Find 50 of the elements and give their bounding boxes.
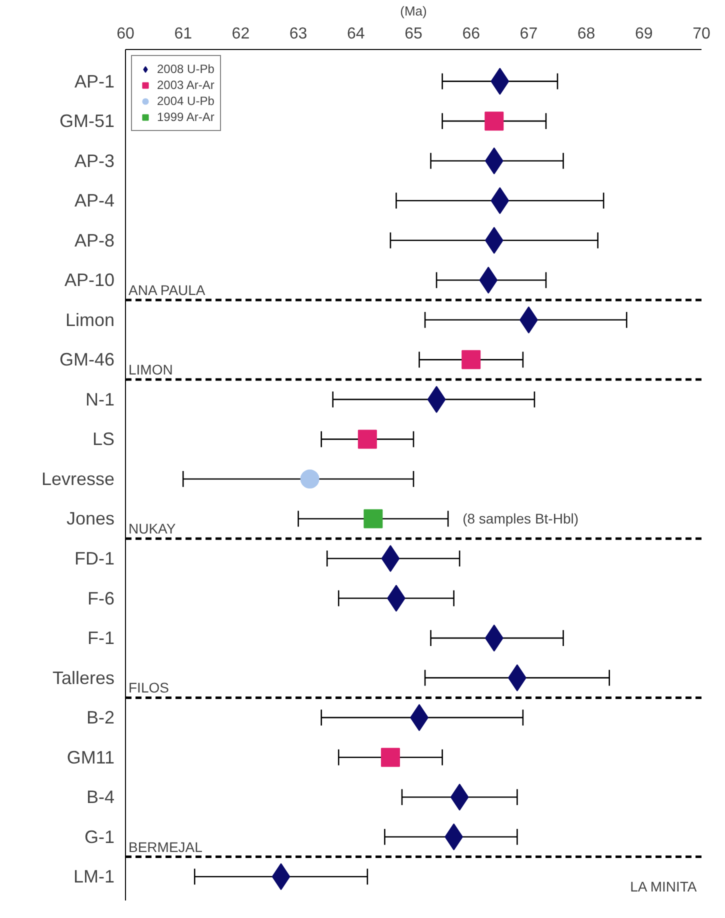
y-tick-label: Talleres: [52, 668, 115, 688]
y-tick-label: F-1: [88, 628, 114, 648]
y-tick-label: Limon: [65, 310, 115, 330]
y-tick-label: FD-1: [74, 548, 114, 569]
y-tick-label: Levresse: [41, 468, 115, 489]
x-tick-label: 68: [577, 26, 596, 42]
x-tick-label: 64: [347, 26, 365, 42]
x-tick-label: 60: [116, 26, 134, 42]
y-tick-label: AP-8: [74, 230, 115, 250]
x-tick-label: 69: [635, 26, 653, 42]
point: [484, 112, 504, 131]
legend-label: 1999 Ar-Ar: [157, 110, 214, 124]
y-tick-label: GM-46: [59, 350, 115, 370]
point: [380, 748, 400, 767]
point: [364, 509, 383, 528]
annotation: (8 samples Bt-Hbl): [462, 510, 578, 527]
x-tick-label: 63: [289, 26, 308, 42]
y-tick-label: AP-3: [74, 150, 115, 171]
y-tick-label: GM-51: [59, 111, 115, 132]
annotation: LIMON: [128, 362, 173, 378]
annotation: LA MINITA: [630, 878, 698, 895]
y-tick-label: G-1: [84, 826, 115, 847]
y-tick-label: B-4: [86, 787, 115, 808]
y-tick-label: F-6: [88, 588, 114, 608]
annotation: NUKAY: [128, 520, 176, 537]
x-tick-label: 67: [520, 26, 538, 42]
annotation: ANA PAULA: [128, 282, 206, 298]
annotation: BERMEJAL: [128, 838, 203, 855]
y-tick-label: LM-1: [73, 866, 115, 887]
legend-label: 2004 U-Pb: [157, 94, 214, 108]
legend-label: 2008 U-Pb: [157, 62, 214, 76]
point: [300, 469, 320, 488]
x-tick-label: 70: [692, 26, 710, 42]
y-tick-label: AP-10: [64, 270, 115, 290]
point: [462, 350, 481, 370]
y-tick-label: GM11: [66, 747, 115, 768]
x-axis-title: (Ma): [400, 4, 427, 18]
x-tick-label: 62: [232, 26, 250, 42]
point: [358, 430, 377, 449]
y-tick-label: AP-4: [74, 190, 115, 211]
annotation: FILOS: [128, 680, 169, 696]
legend-label: 2003 Ar-Ar: [157, 78, 214, 92]
y-tick-label: LS: [92, 429, 115, 450]
y-tick-label: N-1: [85, 389, 115, 410]
x-tick-label: 65: [404, 26, 422, 42]
x-tick-label: 61: [174, 26, 192, 42]
y-tick-label: B-2: [86, 708, 115, 728]
x-tick-label: 66: [462, 26, 480, 42]
y-tick-label: Jones: [66, 508, 115, 529]
y-tick-label: AP-1: [74, 71, 115, 92]
